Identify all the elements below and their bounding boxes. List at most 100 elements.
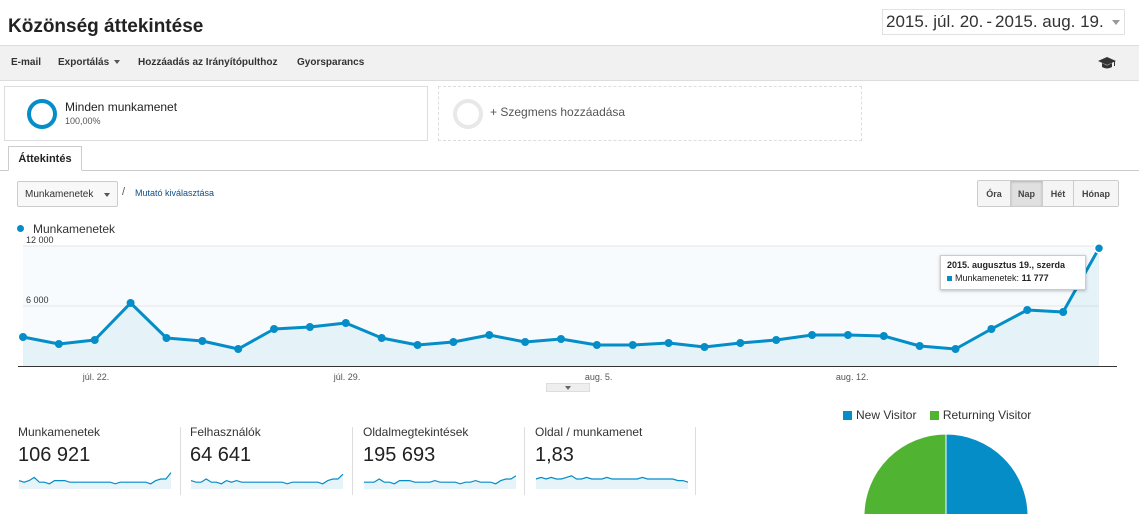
scorecard-label: Felhasználók — [190, 425, 261, 439]
data-point[interactable] — [162, 334, 171, 342]
data-point[interactable] — [1023, 306, 1032, 314]
metric-dropdown[interactable]: Munkamenetek — [17, 181, 118, 207]
sparkline-line — [190, 473, 344, 485]
tooltip-metric-label: Munkamenetek: — [955, 273, 1020, 283]
data-point[interactable] — [808, 331, 817, 339]
scorecard-sparkline — [535, 475, 689, 489]
scorecard-label: Oldal / munkamenet — [535, 425, 643, 439]
data-point[interactable] — [879, 332, 888, 340]
data-point[interactable] — [234, 345, 243, 353]
data-point[interactable] — [736, 339, 745, 347]
data-point[interactable] — [413, 341, 422, 349]
scorecard-sparkline — [364, 475, 517, 489]
sparkline-fill — [536, 475, 688, 489]
pie-slice-new-visitor[interactable] — [945, 434, 1029, 514]
scorecard-pages-per-session[interactable]: Oldal / munkamenet 1,83 — [535, 425, 690, 497]
data-point[interactable] — [270, 325, 279, 333]
chart-collapse-handle[interactable] — [546, 383, 590, 392]
segment-ring-icon — [27, 99, 57, 129]
data-point[interactable] — [664, 339, 673, 347]
data-point[interactable] — [126, 299, 135, 307]
pie-slice-returning-visitor[interactable] — [863, 434, 947, 514]
tooltip-date: 2015. augusztus 19., szerda — [947, 260, 1066, 270]
data-point[interactable] — [772, 336, 781, 344]
date-range-picker[interactable]: 2015. júl. 20. -2015. aug. 19. — [882, 9, 1125, 35]
scorecard-label: Oldalmegtekintések — [363, 425, 469, 439]
export-button[interactable]: Exportálás — [58, 57, 121, 68]
scorecard-sparkline — [190, 473, 344, 489]
data-point[interactable] — [305, 323, 314, 331]
data-point[interactable] — [485, 331, 494, 339]
pie-legend: New Visitor Returning Visitor — [843, 408, 1031, 422]
data-point[interactable] — [449, 338, 458, 346]
tab-overview[interactable]: Áttekintés — [8, 146, 82, 171]
report-toolbar: E-mail Exportálás Hozzáadás az Irányítóp… — [0, 45, 1139, 81]
data-point[interactable] — [54, 340, 63, 348]
segment-all-sessions[interactable]: Minden munkamenet 100,00% — [4, 86, 428, 141]
data-point[interactable] — [951, 345, 960, 353]
shortcut-button[interactable]: Gyorsparancs — [297, 57, 365, 68]
empty-ring-icon — [453, 99, 483, 129]
scorecard-label: Munkamenetek — [18, 425, 101, 439]
scorecard-value: 106 921 — [18, 444, 91, 466]
data-point[interactable] — [557, 335, 565, 343]
scorecard-pageviews[interactable]: Oldalmegtekintések 195 693 — [363, 425, 518, 497]
scorecard-users[interactable]: Felhasználók 64 641 — [190, 425, 345, 497]
sparkline-fill — [191, 474, 343, 489]
scorecard-sparkline — [18, 472, 172, 489]
data-point[interactable] — [843, 331, 852, 339]
scorecard-value: 195 693 — [363, 444, 436, 466]
x-tick-label: aug. 12. — [836, 372, 869, 382]
sessions-area-fill — [23, 248, 1099, 366]
period-day-button[interactable]: Nap — [1011, 181, 1043, 206]
series-legend-label: Munkamenetek — [33, 222, 116, 236]
data-point[interactable] — [987, 325, 996, 333]
graduation-cap-icon[interactable] — [1097, 56, 1117, 70]
scorecard-value: 64 641 — [190, 444, 252, 466]
scorecard-divider — [352, 427, 353, 495]
page-title: Közönség áttekintése — [8, 16, 204, 37]
y-tick-label: 6 000 — [26, 295, 49, 305]
data-point[interactable] — [915, 342, 924, 350]
select-metric-link[interactable]: Mutató kiválasztása — [135, 188, 215, 198]
export-label: Exportálás — [58, 57, 110, 68]
data-point[interactable] — [1059, 308, 1068, 316]
chart-tooltip: 2015. augusztus 19., szerda Munkamenetek… — [940, 255, 1086, 290]
caret-down-icon — [114, 60, 121, 65]
x-tick-label: júl. 29. — [333, 372, 361, 382]
chevron-down-icon — [1112, 20, 1120, 25]
tooltip-series-marker — [947, 276, 952, 282]
scorecard-divider — [695, 427, 696, 495]
data-point[interactable] — [341, 319, 350, 327]
data-point[interactable] — [19, 333, 27, 341]
scorecard-divider — [524, 427, 525, 495]
tooltip-metric-value: 11 777 — [1021, 273, 1049, 283]
metric-separator: / — [122, 186, 126, 198]
data-point[interactable] — [700, 343, 709, 351]
add-segment-button[interactable]: + Szegmens hozzáadása — [438, 86, 862, 141]
add-segment-label: + Szegmens hozzáadása — [490, 105, 626, 119]
period-month-button[interactable]: Hónap — [1074, 181, 1118, 206]
add-to-dashboard-button[interactable]: Hozzáadás az Irányítópulthoz — [138, 57, 278, 68]
scorecard-sessions[interactable]: Munkamenetek 106 921 — [18, 425, 173, 497]
period-week-button[interactable]: Hét — [1043, 181, 1074, 206]
email-button[interactable]: E-mail — [11, 57, 42, 68]
data-point[interactable] — [377, 334, 386, 342]
data-point[interactable] — [521, 338, 530, 346]
legend-swatch — [929, 411, 939, 420]
x-tick-label: júl. 22. — [82, 372, 110, 382]
data-point[interactable] — [198, 337, 207, 345]
visitor-pie-chart — [863, 434, 1029, 514]
data-point[interactable] — [628, 341, 637, 349]
data-point[interactable] — [1093, 242, 1105, 254]
data-point[interactable] — [592, 341, 601, 349]
tab-bar-divider — [0, 170, 1139, 171]
data-point[interactable] — [90, 336, 99, 344]
caret-down-icon — [565, 386, 571, 390]
date-start: 2015. júl. 20. — [886, 12, 984, 31]
legend-item-new-visitor[interactable]: New Visitor — [843, 408, 916, 422]
period-hour-button[interactable]: Óra — [978, 181, 1011, 206]
legend-item-returning-visitor[interactable]: Returning Visitor — [929, 408, 1031, 422]
sessions-line-chart: 12 000 6 000 júl. 22. júl. 29. aug. 5. aug. … — [18, 235, 1117, 382]
x-tick-label: aug. 5. — [585, 372, 613, 382]
